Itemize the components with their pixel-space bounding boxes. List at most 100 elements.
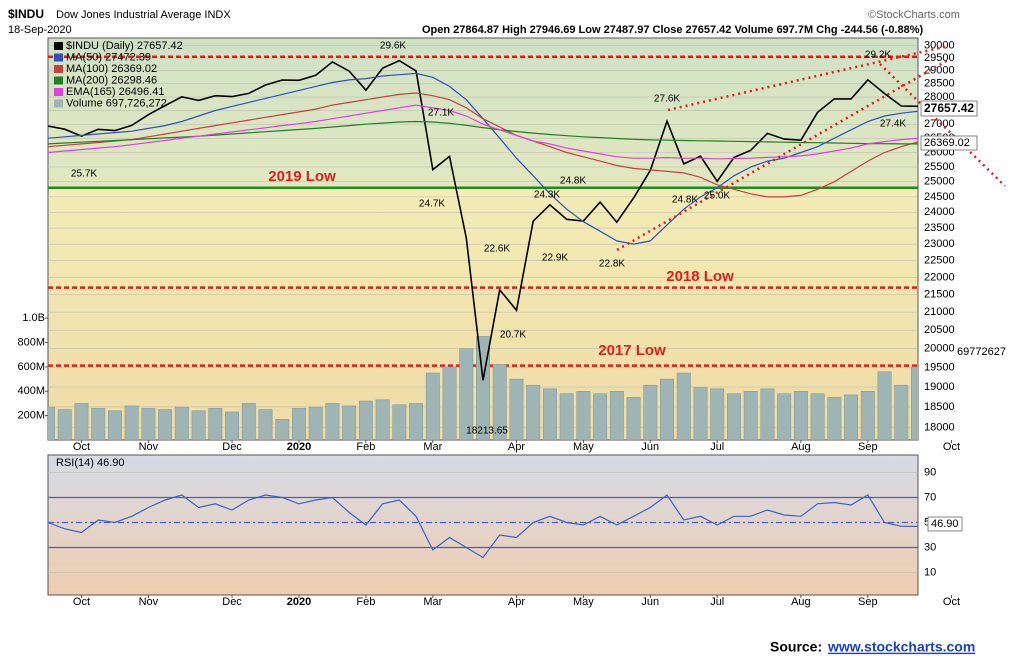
volume-bar [526, 384, 541, 440]
legend-swatch [54, 88, 63, 96]
legend-label: MA(50) 27472.39 [66, 51, 151, 63]
x-tick-label: Oct [73, 441, 90, 453]
volume-bar [542, 388, 557, 440]
annotation: 24.8K [672, 195, 698, 206]
volume-bar [676, 372, 691, 440]
y-tick-label: 18500 [924, 401, 955, 413]
volume-bar [325, 403, 340, 440]
date: 18-Sep-2020 [8, 24, 72, 36]
volume-bar [626, 397, 641, 440]
annotation: 27.4K [880, 119, 906, 130]
volume-bar [48, 406, 55, 440]
x-tick-label: May [573, 441, 594, 453]
last-value: 27657.42 [924, 101, 974, 115]
x-tick-label: Nov [139, 596, 159, 608]
annotation: 22.8K [599, 259, 625, 270]
quote: Open 27864.87 High 27946.69 Low 27487.97… [422, 24, 924, 36]
legend-label: $INDU (Daily) 27657.42 [66, 40, 183, 52]
y-tick-label: 24000 [924, 206, 955, 218]
level-label: 2019 Low [268, 168, 336, 185]
annotation: 27.6K [654, 94, 680, 105]
volume-bar [727, 393, 741, 440]
y-tick-label: 19000 [924, 381, 955, 393]
x-tick-label: Feb [356, 441, 375, 453]
y-tick-label: 24500 [924, 191, 955, 203]
volume-bar [643, 384, 658, 440]
annotation: 22.6K [484, 244, 510, 255]
annotation: 25.0K [704, 191, 730, 202]
x-tick-label: Apr [508, 596, 525, 608]
y-tick-label: 18000 [924, 421, 955, 433]
annotation: 24.7K [419, 199, 445, 210]
volume-bar [827, 397, 842, 440]
x-tick-label: Dec [222, 441, 242, 453]
y-tick-label: 28000 [924, 91, 955, 103]
volume-bar [57, 409, 72, 440]
volume-bar [107, 410, 122, 440]
x-tick-label: Jun [641, 596, 659, 608]
legend-label: EMA(165) 26496.41 [66, 86, 164, 98]
volume-bar [459, 348, 474, 440]
volume-bar [308, 406, 323, 440]
series-line [48, 59, 918, 381]
annotation: 18213.65 [466, 426, 508, 437]
volume-bar [760, 388, 775, 440]
trend-line [879, 63, 1006, 187]
volume-bar [375, 399, 390, 440]
volume-bar [158, 409, 173, 440]
y-tick-label: 28500 [924, 78, 955, 90]
y-tick-label: 19500 [924, 361, 955, 373]
x-tick-label: Nov [139, 441, 159, 453]
y2-tick-label: 600M [17, 361, 45, 373]
annotation: 29.2K [865, 50, 891, 61]
y-tick-label: 29500 [924, 52, 955, 64]
symbol: $INDU [8, 7, 44, 21]
volume-bar [492, 364, 507, 440]
volume-bar [141, 408, 156, 440]
y-tick-label: 25000 [924, 176, 955, 188]
y-tick-label: 27000 [924, 118, 955, 130]
volume-bar [342, 405, 357, 440]
volume-bar [91, 408, 106, 440]
volume-bar [777, 393, 792, 440]
legend-label: MA(200) 26298.46 [66, 74, 157, 86]
x-tick-label: Sep [858, 441, 878, 453]
volume-bar [174, 406, 189, 440]
volume-bar [225, 411, 239, 440]
volume-bar [425, 372, 440, 440]
volume-bar [258, 409, 273, 440]
rsi-plot [48, 472, 918, 573]
volume-bar [576, 391, 591, 440]
level-label: 2018 Low [666, 268, 734, 285]
volume-bar [743, 391, 758, 440]
y-tick-label: 22500 [924, 254, 955, 266]
rsi-panel [47, 454, 919, 596]
volume-bar [559, 393, 574, 440]
y-tick-label: 90 [924, 466, 936, 478]
x-tick-label: Jul [710, 441, 724, 453]
x-tick-label: Mar [423, 441, 442, 453]
x-tick-label: Apr [508, 441, 525, 453]
annotation: 24.8K [560, 176, 586, 187]
volume-bar [124, 405, 139, 440]
y-tick-label: 23500 [924, 222, 955, 234]
x-tick-label: May [573, 596, 594, 608]
last-value-box [920, 100, 978, 117]
x-tick-label: Aug [791, 596, 811, 608]
y2-tick-label: 800M [17, 336, 45, 348]
volume-bar [442, 366, 457, 440]
volume-bar [275, 419, 290, 440]
volume-bar [191, 410, 206, 440]
source-link[interactable]: www.stockcharts.com [827, 639, 975, 655]
volume-bar [810, 393, 825, 440]
legend-label: Volume 697,726,272 [66, 97, 167, 109]
y-tick-label: 22000 [924, 271, 955, 283]
x-tick-label: Aug [791, 441, 811, 453]
volume-bar [710, 388, 725, 440]
source-label: Source: [770, 639, 822, 655]
x-tick-label: 2020 [287, 596, 311, 608]
volume-bar [292, 408, 306, 440]
y-tick-label: 20500 [924, 324, 955, 336]
y2-tick-label: 400M [17, 385, 45, 397]
